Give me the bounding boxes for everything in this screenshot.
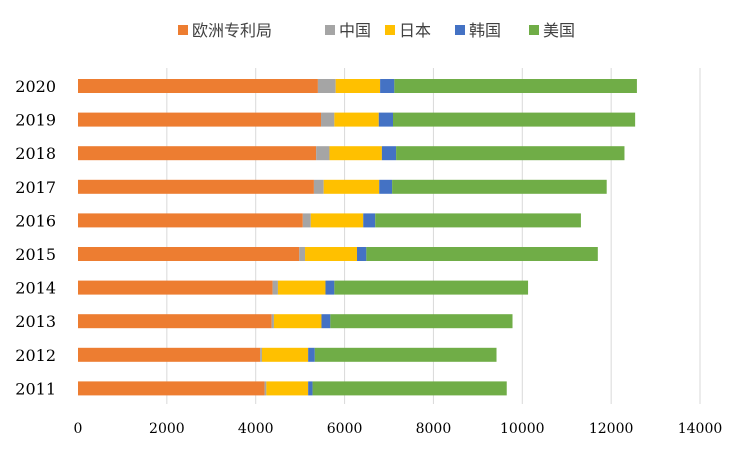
legend-swatch-2: [385, 25, 395, 35]
bar-2019-series-2: [334, 112, 379, 127]
bar-2019-series-4: [392, 112, 636, 127]
bar-2014-series-1: [272, 280, 278, 295]
legend-label-1: 中国: [339, 21, 371, 40]
bar-2011-series-1: [264, 381, 267, 396]
bar-2013-series-2: [273, 314, 322, 329]
bar-2016-series-1: [302, 213, 311, 228]
bar-2020-series-4: [394, 79, 637, 93]
bar-2015-series-2: [305, 247, 358, 261]
bar-2016-series-4: [375, 213, 581, 228]
bar-2014-series-3: [325, 280, 335, 295]
bar-2019-series-3: [378, 112, 393, 127]
bar-2018-series-3: [381, 146, 397, 161]
y-tick-label: 2019: [15, 111, 56, 130]
bar-2012-series-0: [78, 347, 261, 362]
bar-2020-series-2: [335, 79, 381, 93]
y-tick-label: 2016: [15, 211, 56, 230]
legend-swatch-0: [178, 25, 188, 35]
bar-2013-series-1: [271, 314, 274, 329]
bar-2017-series-4: [392, 179, 607, 194]
bar-2019-series-0: [78, 112, 322, 127]
bar-2014-series-0: [78, 280, 273, 295]
legend: 欧洲专利局 中国 日本 韩国 美国: [178, 21, 575, 40]
x-tick-label: 0: [74, 421, 83, 437]
x-tick-label: 12000: [589, 421, 634, 437]
bar-2011-series-3: [308, 381, 313, 396]
y-tick-label: 2014: [15, 279, 56, 298]
bar-2012-series-1: [260, 347, 262, 362]
legend-swatch-1: [325, 25, 335, 35]
legend-swatch-4: [529, 25, 539, 35]
bar-2016-series-2: [310, 213, 364, 228]
bar-2020-series-3: [380, 79, 395, 93]
bar-2015-series-0: [78, 247, 300, 261]
y-tick-label: 2011: [15, 379, 56, 398]
y-tick-label: 2017: [15, 178, 56, 197]
x-tick-label: 4000: [238, 421, 274, 437]
x-tick-label: 2000: [149, 421, 185, 437]
bar-2013-series-3: [321, 314, 331, 329]
bars: [78, 79, 637, 396]
bar-2020-series-1: [317, 79, 336, 93]
legend-swatch-3: [455, 25, 465, 35]
bar-2017-series-2: [323, 179, 380, 194]
bar-2013-series-0: [78, 314, 272, 329]
bar-2017-series-1: [313, 179, 324, 194]
legend-label-2: 日本: [399, 21, 431, 40]
bar-2011-series-0: [78, 381, 265, 396]
bar-2015-series-1: [299, 247, 306, 261]
y-tick-label: 2015: [15, 245, 56, 264]
bar-2018-series-1: [316, 146, 330, 161]
y-tick-label: 2020: [15, 77, 56, 96]
legend-label-3: 韩国: [469, 21, 501, 40]
legend-label-4: 美国: [543, 21, 575, 40]
y-axis-tick-labels: 2020 2019 2018 2017 2016 2015 2014 2013 2012 2011: [15, 77, 56, 398]
bar-2013-series-4: [330, 314, 513, 329]
y-tick-label: 2013: [15, 312, 56, 331]
legend-label-0: 欧洲专利局: [192, 21, 272, 40]
x-tick-label: 10000: [500, 421, 545, 437]
bar-2011-series-4: [312, 381, 507, 396]
bar-2014-series-2: [277, 280, 326, 295]
bar-2012-series-3: [308, 347, 315, 362]
y-tick-label: 2012: [15, 346, 56, 365]
x-tick-label: 6000: [327, 421, 363, 437]
bar-2014-series-4: [334, 280, 529, 295]
bar-2018-series-0: [78, 146, 317, 161]
bar-2018-series-4: [396, 146, 625, 161]
bar-2017-series-3: [379, 179, 393, 194]
bar-2016-series-0: [78, 213, 303, 228]
x-tick-label: 8000: [416, 421, 452, 437]
bar-2015-series-4: [366, 247, 598, 261]
x-tick-label: 14000: [678, 421, 723, 437]
bar-2012-series-4: [314, 347, 497, 362]
bar-2018-series-2: [329, 146, 382, 161]
bar-2020-series-0: [78, 79, 318, 93]
bar-2012-series-2: [261, 347, 309, 362]
bar-2017-series-0: [78, 179, 314, 194]
bar-2011-series-2: [266, 381, 309, 396]
y-tick-label: 2018: [15, 144, 56, 163]
bar-2015-series-3: [357, 247, 367, 261]
x-axis-tick-labels: 0 2000 4000 6000 8000 10000 12000 14000: [74, 421, 723, 437]
bar-2016-series-3: [363, 213, 376, 228]
bar-2019-series-1: [321, 112, 335, 127]
